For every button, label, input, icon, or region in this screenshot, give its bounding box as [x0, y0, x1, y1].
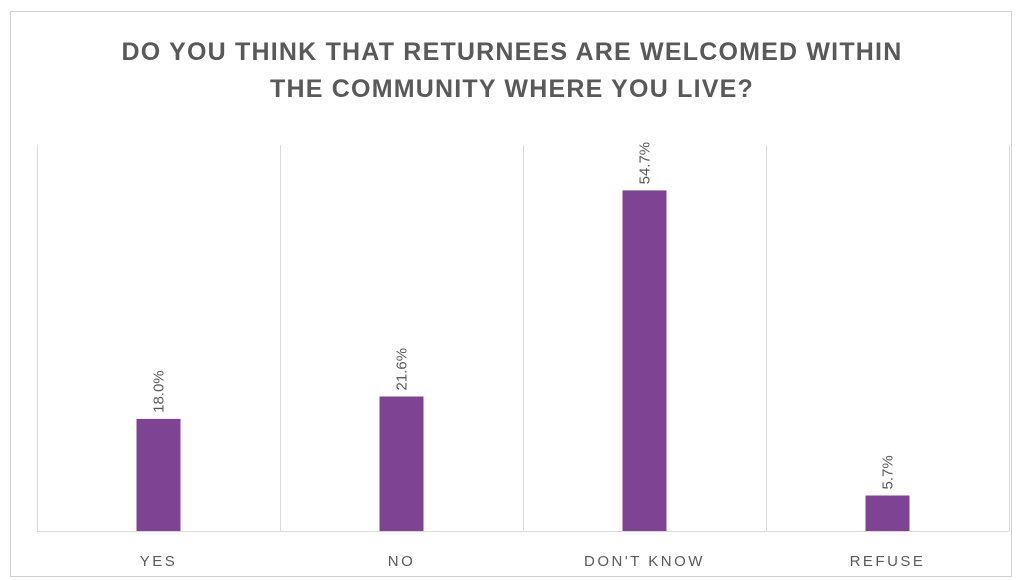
bar-refuse — [865, 495, 910, 531]
data-label: 21.6% — [394, 348, 411, 391]
x-tick-label: REFUSE — [850, 553, 926, 570]
chart-title-line-2: THE COMMUNITY WHERE YOU LIVE? — [270, 75, 754, 103]
bar-no — [379, 396, 424, 531]
x-tick-label: DON'T KNOW — [584, 553, 705, 570]
bar-don-t-know — [622, 190, 667, 531]
chart-title-line-1: DO YOU THINK THAT RETURNEES ARE WELCOMED… — [121, 38, 903, 66]
data-label: 18.0% — [151, 370, 168, 413]
x-tick-label: NO — [388, 553, 416, 570]
data-label: 54.7% — [637, 142, 654, 185]
bar-yes — [136, 418, 181, 531]
x-tick-label: YES — [140, 553, 178, 570]
data-label: 5.7% — [880, 455, 897, 489]
chart-title: DO YOU THINK THAT RETURNEES ARE WELCOMED… — [0, 34, 1024, 108]
